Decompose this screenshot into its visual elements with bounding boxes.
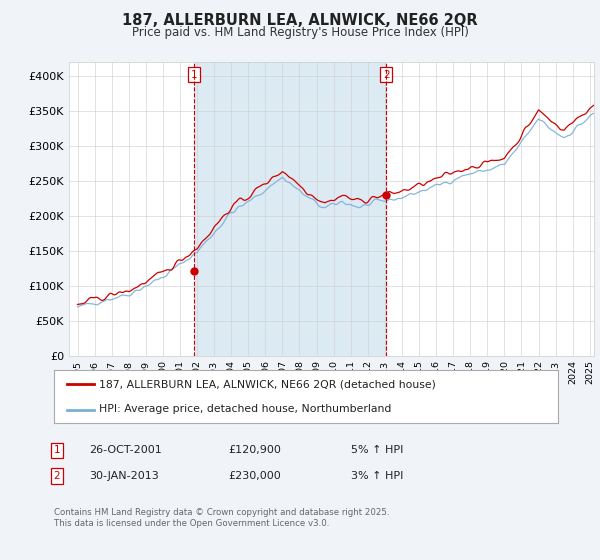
Text: 1: 1 (53, 445, 61, 455)
Text: 1: 1 (191, 70, 197, 80)
Text: 26-OCT-2001: 26-OCT-2001 (89, 445, 161, 455)
Text: 2: 2 (383, 70, 389, 80)
Text: HPI: Average price, detached house, Northumberland: HPI: Average price, detached house, Nort… (100, 404, 392, 414)
Text: 187, ALLERBURN LEA, ALNWICK, NE66 2QR: 187, ALLERBURN LEA, ALNWICK, NE66 2QR (122, 13, 478, 28)
Text: Contains HM Land Registry data © Crown copyright and database right 2025.
This d: Contains HM Land Registry data © Crown c… (54, 508, 389, 528)
Text: 2: 2 (53, 471, 61, 481)
Text: 3% ↑ HPI: 3% ↑ HPI (351, 471, 403, 481)
Text: 30-JAN-2013: 30-JAN-2013 (89, 471, 158, 481)
Text: Price paid vs. HM Land Registry's House Price Index (HPI): Price paid vs. HM Land Registry's House … (131, 26, 469, 39)
Text: £230,000: £230,000 (228, 471, 281, 481)
Bar (194, 62, 386, 356)
Text: 5% ↑ HPI: 5% ↑ HPI (351, 445, 403, 455)
Text: £120,900: £120,900 (228, 445, 281, 455)
Text: 187, ALLERBURN LEA, ALNWICK, NE66 2QR (detached house): 187, ALLERBURN LEA, ALNWICK, NE66 2QR (d… (100, 380, 436, 390)
